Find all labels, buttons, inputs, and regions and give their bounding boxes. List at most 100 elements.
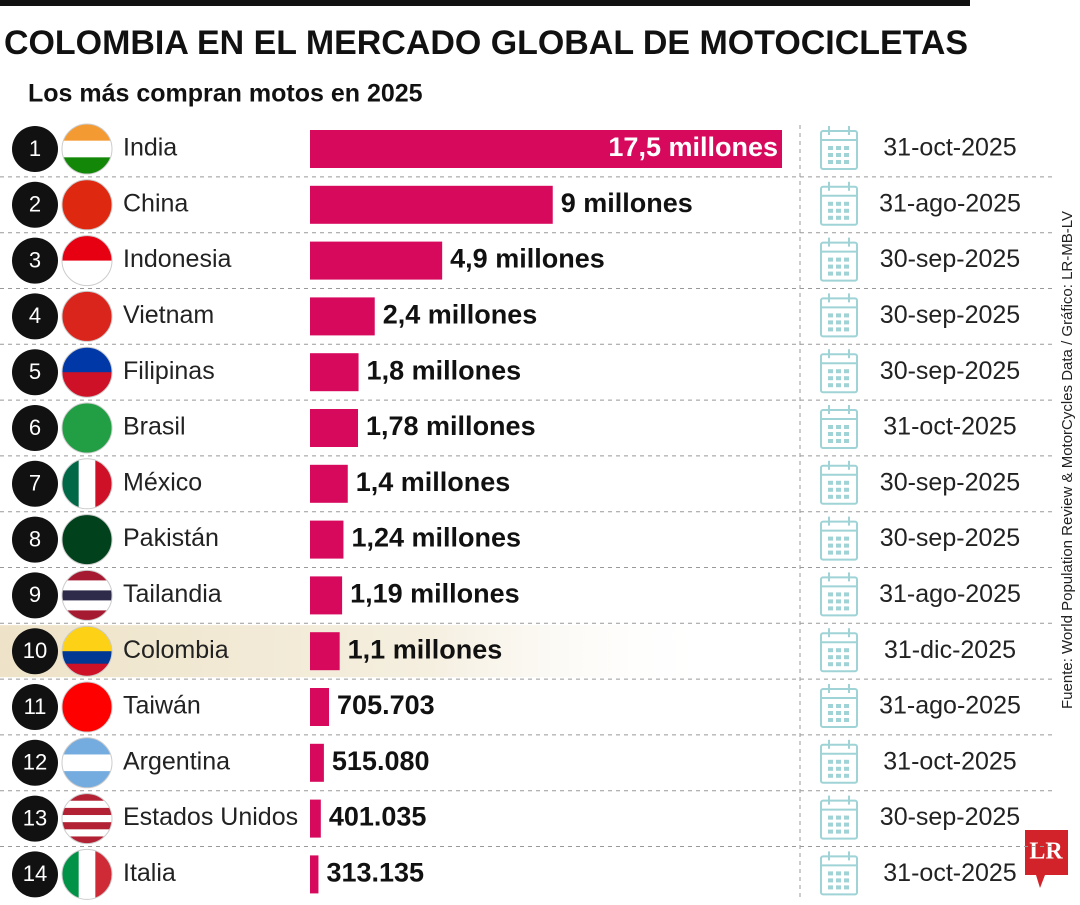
calendar-cell xyxy=(836,711,841,715)
flag-stripe xyxy=(62,235,112,262)
country: Filipinas xyxy=(123,357,215,385)
calendar-cell xyxy=(828,201,833,206)
top-rule xyxy=(0,0,970,6)
flag-stripe xyxy=(62,737,112,755)
calendar-cell xyxy=(828,208,833,213)
flag-stripe xyxy=(62,260,112,286)
calendar-cell xyxy=(828,264,833,269)
calendar-cell xyxy=(836,320,841,325)
rank: 13 xyxy=(23,805,47,830)
date: 30-sep-2025 xyxy=(880,803,1020,831)
calendar-cell xyxy=(836,257,841,262)
calendar-cell xyxy=(828,146,833,150)
calendar-cell xyxy=(828,439,833,443)
calendar-icon xyxy=(820,293,858,338)
calendar-cell xyxy=(836,425,841,429)
calendar-cell xyxy=(844,759,849,764)
calendar-cell xyxy=(836,327,841,332)
calendar-cell xyxy=(836,376,841,381)
calendar-cell xyxy=(844,599,849,604)
bar xyxy=(310,241,443,280)
calendar-cell xyxy=(844,655,849,660)
calendar-cell xyxy=(828,432,833,436)
calendar-frame xyxy=(820,185,858,226)
rank-badge xyxy=(12,181,58,228)
calendar-cell xyxy=(828,487,833,492)
calendar-cell xyxy=(844,480,849,485)
flag-stripe xyxy=(62,600,112,611)
country: Taiwán xyxy=(123,692,201,720)
calendar-icon xyxy=(820,349,858,394)
calendar-cell xyxy=(828,829,833,834)
calendar-frame xyxy=(820,743,858,784)
flag xyxy=(62,179,112,230)
calendar-frame xyxy=(820,520,858,561)
calendar-cell xyxy=(844,369,849,374)
calendar-cell xyxy=(844,536,849,541)
calendar-cell xyxy=(836,648,841,653)
calendar-cell xyxy=(836,313,841,318)
rank: 1 xyxy=(29,136,41,161)
calendar-cell xyxy=(836,160,841,164)
flag-stripe xyxy=(62,651,112,665)
value-label: 401.035 xyxy=(329,802,427,832)
flag-stripe xyxy=(62,580,112,591)
flag-stripe xyxy=(62,179,112,230)
calendar-cell xyxy=(828,662,833,667)
flag-stripe xyxy=(62,372,112,398)
calendar-cell xyxy=(836,201,841,206)
flag-stripe xyxy=(62,793,112,802)
calendar-cell xyxy=(836,383,841,388)
bar xyxy=(310,688,330,726)
flag-border xyxy=(61,402,113,454)
rank-badge xyxy=(12,349,58,396)
calendar-cell xyxy=(844,704,849,708)
calendar-cell xyxy=(844,201,849,206)
flag-stripe xyxy=(62,800,112,809)
calendar-cell xyxy=(828,320,833,325)
calendar-cell xyxy=(828,592,833,597)
calendar-cell xyxy=(836,815,841,820)
calendar-frame xyxy=(820,464,858,505)
calendar-frame xyxy=(820,241,858,282)
calendar-cell xyxy=(844,662,849,667)
flag-border xyxy=(61,514,113,566)
calendar-cell xyxy=(836,536,841,541)
rank-badge xyxy=(12,405,58,451)
flag-border xyxy=(61,569,113,621)
rank: 8 xyxy=(29,526,41,551)
calendar-cell xyxy=(828,313,833,318)
calendar-cell xyxy=(844,487,849,492)
calendar-cell xyxy=(828,543,833,548)
rank: 7 xyxy=(29,471,41,496)
calendar-icon xyxy=(820,572,858,617)
calendar-cell xyxy=(836,592,841,597)
calendar-cell xyxy=(844,822,849,827)
value-label: 17,5 millones xyxy=(608,132,778,162)
bar xyxy=(310,409,359,447)
date: 30-sep-2025 xyxy=(880,245,1020,273)
calendar-icon xyxy=(820,739,858,784)
flag-border xyxy=(61,123,113,175)
country: Brasil xyxy=(123,413,186,441)
calendar-cell xyxy=(836,759,841,764)
calendar-cell xyxy=(844,208,849,213)
rank: 11 xyxy=(24,694,47,719)
flag-stripe xyxy=(62,815,112,823)
calendar-cell xyxy=(836,885,841,890)
bar xyxy=(310,632,340,671)
calendar-icon xyxy=(820,405,858,449)
flag xyxy=(62,514,112,565)
rank: 10 xyxy=(23,638,47,663)
rank-badge xyxy=(12,739,58,786)
value-label: 313.135 xyxy=(326,858,424,888)
calendar-cell xyxy=(844,271,849,276)
calendar-cell xyxy=(844,432,849,436)
calendar-icon xyxy=(820,460,858,505)
country: India xyxy=(123,134,177,162)
bar xyxy=(310,353,359,392)
flag-stripe xyxy=(62,291,112,342)
bar xyxy=(310,297,375,336)
value-label: 1,4 millones xyxy=(356,467,511,497)
